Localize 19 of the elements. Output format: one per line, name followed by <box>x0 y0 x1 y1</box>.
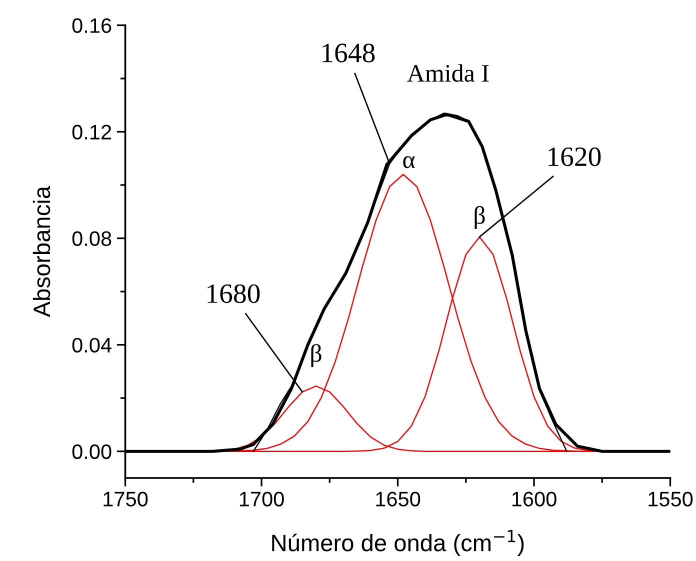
x-tick-label: 1750 <box>104 492 148 506</box>
y-axis-title: Absorbancia <box>32 186 50 318</box>
x-tick-label: 1550 <box>648 492 693 506</box>
y-tick-label: 0.12 <box>72 124 112 140</box>
y-tick-label: 0.08 <box>72 231 112 246</box>
x-tick-label: 1600 <box>512 492 556 506</box>
x-tick-label: 1650 <box>376 492 420 506</box>
y-tick-label: 0.16 <box>72 18 112 33</box>
annotation: Amida I <box>407 64 489 82</box>
annotation: 1648 <box>322 44 375 62</box>
x-axis-title: Número de onda (cm$^{−1}$) <box>272 530 524 556</box>
y-tick-label: 0.00 <box>72 444 112 460</box>
annotation: 1680 <box>208 284 260 304</box>
annotation: α <box>403 156 415 168</box>
annotation: β <box>474 206 485 229</box>
annotation: β <box>311 344 322 367</box>
y-tick-label: 0.04 <box>72 338 112 353</box>
x-tick-label: 1700 <box>240 492 284 506</box>
annotation: 1620 <box>548 147 601 166</box>
